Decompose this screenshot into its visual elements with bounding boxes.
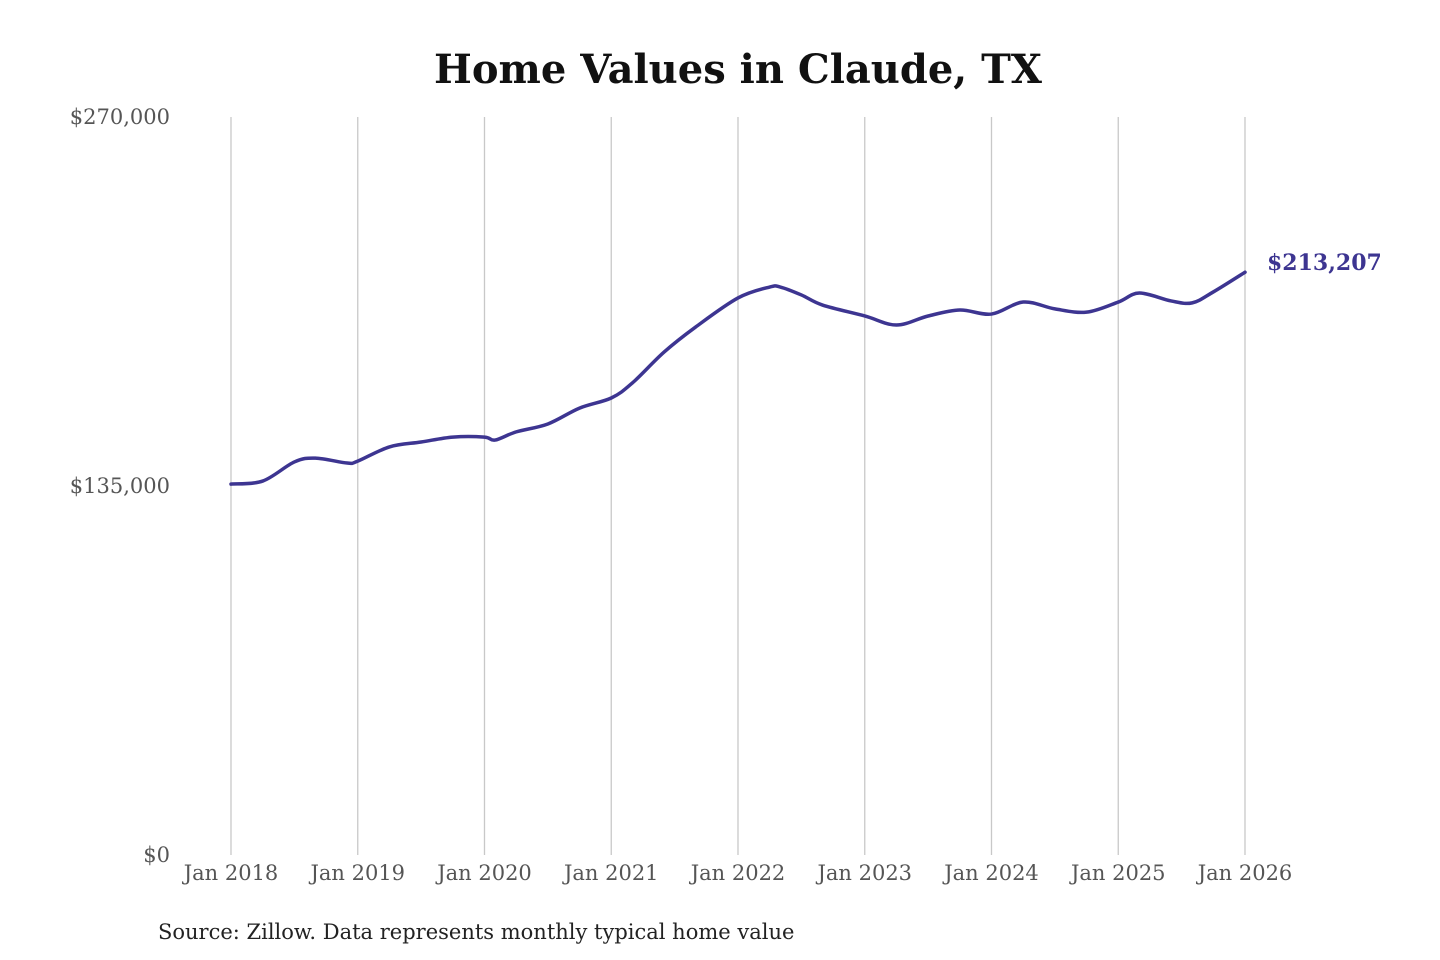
x-axis: Jan 2018 Jan 2019 Jan 2020 Jan 2021 Jan 2022… [182, 861, 1293, 885]
gridlines [230, 117, 1246, 855]
x-tick-label: Jan 2020 [435, 861, 532, 885]
x-tick-label: Jan 2022 [689, 861, 786, 885]
chart-title: Home Values in Claude, TX [434, 46, 1042, 93]
y-tick-label: $270,000 [70, 105, 170, 129]
end-value-label: $213,207 [1267, 250, 1382, 276]
source-note: Source: Zillow. Data represents monthly … [158, 920, 794, 944]
x-tick-label: Jan 2018 [182, 861, 279, 885]
y-axis: $0 $135,000 $270,000 [70, 105, 170, 867]
x-tick-label: Jan 2023 [815, 861, 912, 885]
x-tick-label: Jan 2021 [562, 861, 659, 885]
x-tick-label: Jan 2019 [308, 861, 405, 885]
series-line [229, 270, 1247, 486]
x-tick-label: Jan 2026 [1196, 861, 1293, 885]
x-tick-label: Jan 2024 [942, 861, 1039, 885]
y-tick-label: $135,000 [70, 474, 170, 498]
x-tick-label: Jan 2025 [1069, 861, 1166, 885]
y-tick-label: $0 [143, 843, 170, 867]
